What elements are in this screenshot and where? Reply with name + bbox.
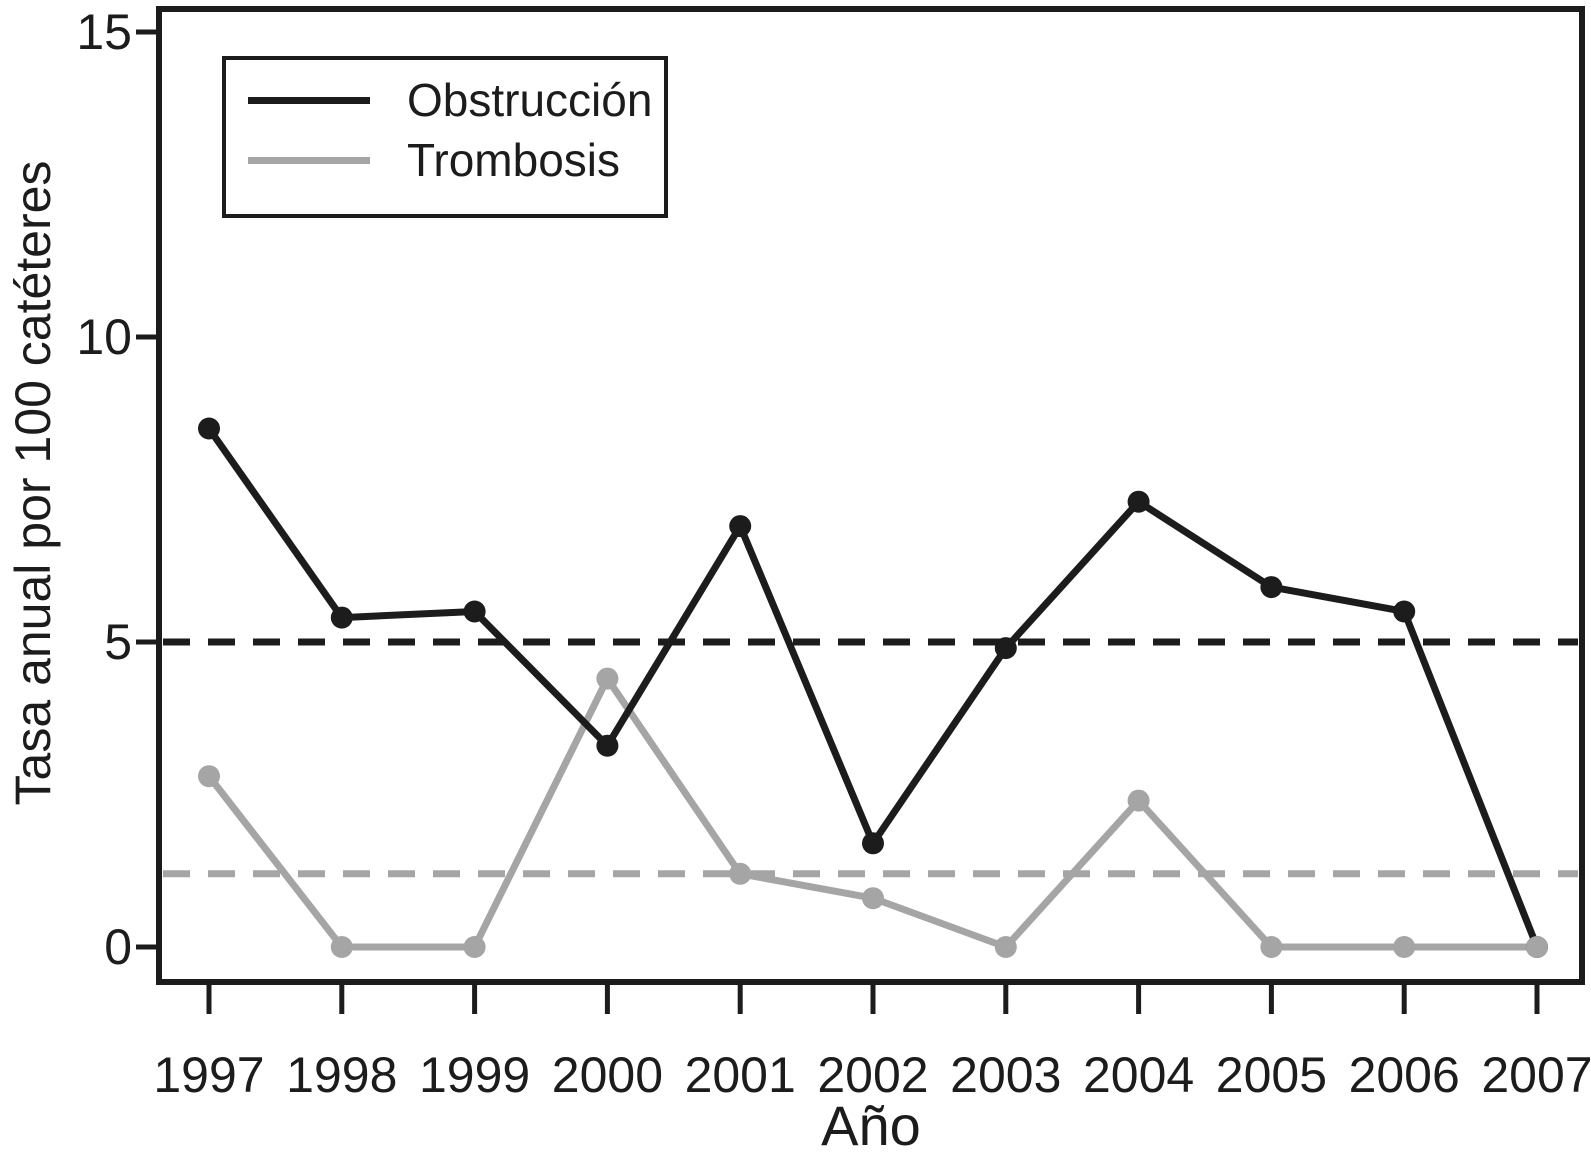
x-tick-label: 2003 [950,1047,1062,1103]
data-point-obstrucción-2000 [596,734,619,757]
data-point-trombosis-1998 [330,936,353,958]
x-tick-label: 2004 [1082,1047,1195,1103]
x-tick-label: 1998 [286,1047,398,1103]
data-point-obstrucción-2005 [1260,576,1283,599]
legend-label: Trombosis [407,134,620,186]
data-point-trombosis-2005 [1260,936,1283,958]
y-tick-label: 15 [76,4,132,60]
data-point-trombosis-2002 [862,887,884,910]
data-point-trombosis-2006 [1393,936,1416,958]
x-tick-label: 2001 [684,1047,796,1103]
data-point-obstrucción-2003 [994,637,1017,660]
data-point-obstrucción-2006 [1393,600,1416,623]
y-tick-label: 10 [76,309,132,365]
x-tick-label: 2000 [551,1047,663,1103]
legend-item-obstruccion: Obstrucción [248,74,653,126]
x-tick-label: 1997 [153,1047,265,1103]
data-point-obstrucción-1998 [330,606,353,629]
data-point-trombosis-2004 [1127,789,1150,812]
data-point-trombosis-1997 [198,765,220,788]
plot-frame [156,6,1585,985]
y-tick-label: 5 [104,614,132,670]
y-tick-label: 0 [104,919,132,975]
series-line-obstrucción [205,425,1541,951]
legend-item-trombosis: Trombosis [248,134,620,186]
data-point-trombosis-2000 [596,667,619,690]
data-point-obstrucción-1997 [198,417,220,440]
data-point-obstrucción-2001 [729,515,752,538]
data-point-trombosis-2001 [729,862,752,885]
x-tick-label: 2002 [817,1047,929,1103]
data-point-trombosis-2007 [1526,936,1548,958]
x-tick-label: 1999 [418,1047,531,1103]
data-point-obstrucción-1999 [463,600,486,623]
x-tick-label: 2005 [1215,1047,1327,1103]
x-tick-label: 2007 [1481,1047,1591,1103]
x-tick-label: 2006 [1348,1047,1460,1103]
data-point-obstrucción-2004 [1127,490,1150,513]
trombosis-line-sample [248,156,370,164]
legend-label: Obstrucción [407,74,653,126]
obstruccion-line-sample [248,96,370,104]
legend-box: Obstrucción Trombosis [222,56,668,218]
data-point-obstrucción-2002 [862,832,884,855]
data-point-trombosis-1999 [463,936,486,958]
x-axis-title: Año [821,1094,921,1157]
data-point-trombosis-2003 [994,936,1017,958]
y-axis-title: Tasa anual por 100 catéteres [5,160,61,806]
